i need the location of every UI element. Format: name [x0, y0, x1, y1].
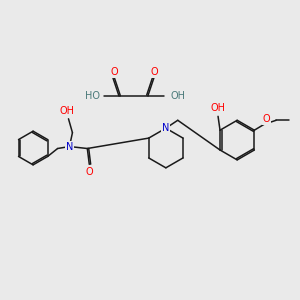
Text: OH: OH: [211, 103, 226, 113]
Text: O: O: [110, 67, 118, 77]
Text: O: O: [262, 114, 270, 124]
Text: O: O: [150, 67, 158, 77]
Text: OH: OH: [170, 91, 185, 100]
Text: N: N: [66, 142, 73, 152]
Text: HO: HO: [85, 91, 100, 100]
Text: O: O: [85, 167, 93, 177]
Text: OH: OH: [59, 106, 74, 116]
Text: N: N: [162, 123, 169, 133]
